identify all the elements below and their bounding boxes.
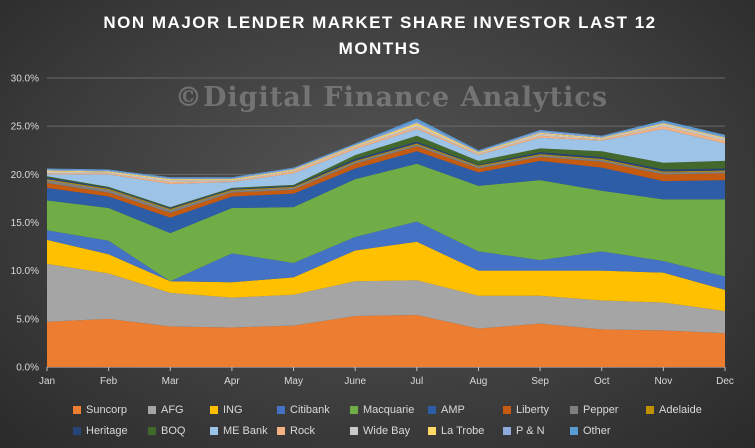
legend-item-rock: Rock: [277, 424, 315, 438]
x-tick-label: Jul: [410, 376, 423, 387]
legend-label: La Trobe: [441, 425, 485, 437]
legend-swatch: [503, 427, 511, 435]
legend-label: Citibank: [290, 404, 330, 416]
area-wide-bay: [47, 124, 725, 183]
chart-title: NON MAJOR LENDER MARKET SHARE INVESTOR L…: [103, 13, 657, 58]
chart-plot: 0.0% 5.0% 10.0% 15.0% 20.0% 25.0% 30.0% Jan Feb M…: [11, 74, 734, 388]
legend-label: AMP: [441, 404, 465, 416]
y-tick-label: 25.0%: [11, 122, 39, 133]
legend-label: Wide Bay: [363, 425, 411, 437]
legend-label: Suncorp: [86, 404, 127, 416]
legend-label: AFG: [161, 404, 184, 416]
legend-swatch: [210, 427, 218, 435]
area-rock: [47, 126, 725, 184]
legend-swatch: [148, 427, 156, 435]
legend-swatch: [428, 427, 436, 435]
watermark-text: ©Digital Finance Analytics: [175, 82, 609, 113]
x-tick-label: Jan: [39, 376, 55, 387]
legend: Suncorp AFG ING Citibank Macquarie AMP Liberty…: [0, 398, 755, 448]
legend-swatch: [350, 427, 358, 435]
legend-label: BOQ: [161, 425, 186, 437]
legend-label: ING: [223, 404, 243, 416]
area-me-bank: [47, 129, 725, 208]
area-boq: [47, 135, 725, 209]
legend-swatch: [646, 406, 654, 414]
x-tick-label: Mar: [162, 376, 180, 387]
legend-item-suncorp: Suncorp: [73, 403, 127, 417]
y-tick-label: 15.0%: [11, 218, 39, 229]
legend-item-pepper: Pepper: [570, 403, 618, 417]
area-p-n: [47, 121, 725, 180]
x-tick-label: May: [284, 376, 303, 387]
area-macquarie: [47, 163, 725, 282]
legend-label: P & N: [516, 425, 545, 437]
x-tick-label: Nov: [654, 376, 672, 387]
legend-item-citibank: Citibank: [277, 403, 330, 417]
legend-swatch: [73, 406, 81, 414]
legend-label: ME Bank: [223, 425, 268, 437]
legend-swatch: [73, 427, 81, 435]
area-amp: [47, 151, 725, 234]
legend-item-la-trobe: La Trobe: [428, 424, 484, 438]
legend-label: Liberty: [516, 404, 550, 416]
y-tick-label: 10.0%: [11, 266, 39, 277]
area-liberty: [47, 146, 725, 218]
area-ing: [47, 239, 725, 312]
area-la-trobe: [47, 123, 725, 181]
y-tick-label: 5.0%: [16, 314, 39, 325]
y-tick-label: 30.0%: [11, 74, 39, 85]
area-afg: [47, 263, 725, 334]
area-citibank: [47, 221, 725, 290]
legend-item-me-bank: ME Bank: [210, 424, 268, 438]
legend-item-amp: AMP: [428, 403, 465, 417]
legend-label: Heritage: [86, 425, 128, 437]
area-suncorp: [47, 314, 725, 367]
legend-item-ing: ING: [210, 403, 243, 417]
legend-item-adelaide: Adelaide: [646, 403, 702, 417]
legend-item-boq: BOQ: [148, 424, 185, 438]
y-tick-label: 0.0%: [16, 363, 39, 374]
x-tick-label: Aug: [470, 376, 488, 387]
legend-swatch: [570, 406, 578, 414]
legend-swatch: [277, 406, 285, 414]
x-tick-label: Feb: [100, 376, 118, 387]
x-tick-label: Oct: [594, 376, 610, 387]
legend-swatch: [277, 427, 285, 435]
legend-swatch: [210, 406, 218, 414]
legend-item-other: Other: [570, 424, 611, 438]
legend-label: Other: [583, 425, 611, 437]
legend-swatch: [428, 406, 436, 414]
legend-item-macquarie: Macquarie: [350, 403, 414, 417]
x-tick-label: June: [344, 376, 366, 387]
legend-label: Rock: [290, 425, 316, 437]
legend-item-heritage: Heritage: [73, 424, 128, 438]
x-tick-label: Sep: [531, 376, 549, 387]
legend-label: Adelaide: [659, 404, 702, 416]
y-tick-label: 20.0%: [11, 170, 39, 181]
legend-swatch: [148, 406, 156, 414]
legend-item-p-n: P & N: [503, 424, 545, 438]
legend-label: Macquarie: [363, 404, 415, 416]
legend-label: Pepper: [583, 404, 619, 416]
legend-swatch: [350, 406, 358, 414]
area-pepper: [47, 144, 725, 213]
x-tick-label: Dec: [716, 376, 734, 387]
legend-swatch: [503, 406, 511, 414]
legend-item-wide-bay: Wide Bay: [350, 424, 410, 438]
legend-item-afg: AFG: [148, 403, 184, 417]
legend-item-liberty: Liberty: [503, 403, 549, 417]
legend-swatch: [570, 427, 578, 435]
x-tick-label: Apr: [224, 376, 240, 387]
